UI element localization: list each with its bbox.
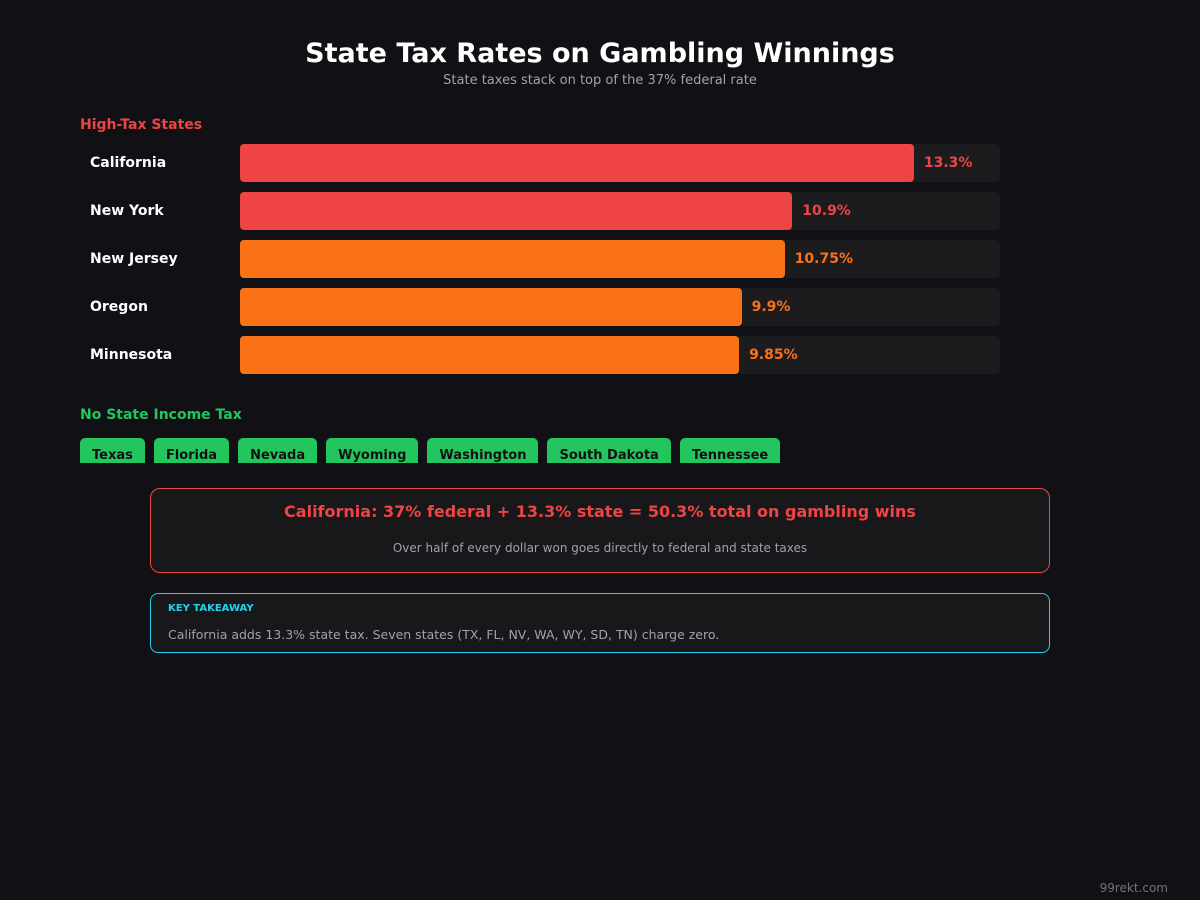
state-pill: Nevada xyxy=(238,438,318,463)
bar xyxy=(240,288,742,326)
bar xyxy=(240,240,785,278)
value-label: 10.9% xyxy=(802,203,851,219)
state-pill: Texas xyxy=(80,438,145,463)
row-label: New Jersey xyxy=(90,251,178,267)
title: State Tax Rates on Gambling Winnings xyxy=(305,38,895,69)
takeaway-label: KEY TAKEAWAY xyxy=(168,603,254,614)
state-pill: Tennessee xyxy=(679,438,781,463)
state-pill: South Dakota xyxy=(547,438,671,463)
section-title: No State Income Tax xyxy=(80,407,242,423)
row-label: California xyxy=(90,155,167,171)
state-pill: Florida xyxy=(153,438,230,463)
footer: 99rekt.com xyxy=(1099,881,1168,895)
section-title: High-Tax States xyxy=(80,117,203,133)
row-label: Oregon xyxy=(90,299,148,315)
callout: California: 37% federal + 13.3% state = … xyxy=(150,488,1050,573)
row-label: Minnesota xyxy=(90,347,173,363)
bar xyxy=(240,144,914,182)
takeaway-text: California adds 13.3% state tax. Seven s… xyxy=(168,627,720,642)
value-label: 9.85% xyxy=(749,347,798,363)
value-label: 9.9% xyxy=(751,299,791,315)
state-pill: Wyoming xyxy=(326,438,419,463)
value-label: 10.75% xyxy=(794,251,853,267)
bar xyxy=(240,192,793,230)
bar xyxy=(240,336,740,374)
callout-subtext: Over half of every dollar won goes direc… xyxy=(392,541,808,555)
callout-headline: California: 37% federal + 13.3% state = … xyxy=(284,502,916,521)
state-pill: Washington xyxy=(427,438,539,463)
subtitle: State taxes stack on top of the 37% fede… xyxy=(443,73,757,88)
value-label: 13.3% xyxy=(923,155,973,171)
takeaway: KEY TAKEAWAY California adds 13.3% state… xyxy=(150,593,1050,653)
pill-list: Texas Florida Nevada Wyoming Washington South… xyxy=(80,438,781,463)
row-label: New York xyxy=(90,203,164,219)
